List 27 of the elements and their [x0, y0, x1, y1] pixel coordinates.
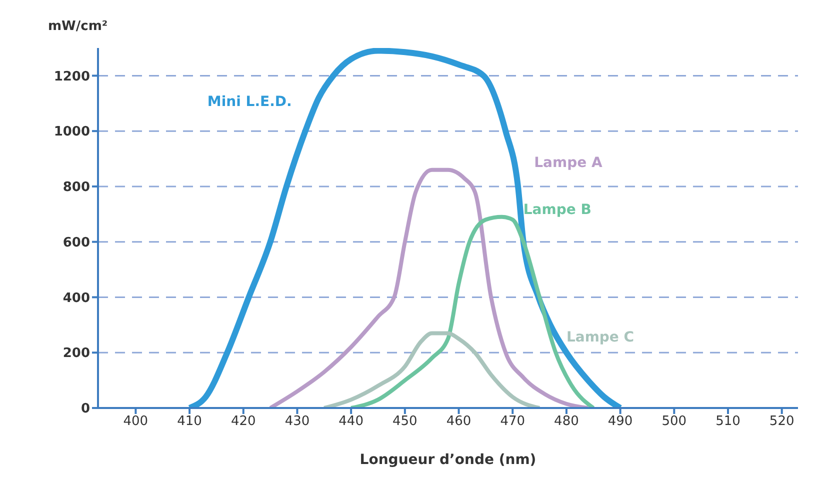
x-tick-label: 470 [500, 414, 526, 430]
text: Lampe C [566, 330, 634, 346]
text: Lampe A [534, 155, 602, 172]
x-tick-label: 420 [230, 414, 256, 430]
y-tick-label: 600 [62, 235, 90, 250]
x-tick-label: 410 [177, 414, 202, 430]
line-series [322, 331, 542, 408]
x-axis-title: Longueur d’onde (nm) [360, 452, 536, 468]
y-tick-label: 1000 [54, 124, 90, 140]
series-label: Lampe B [523, 202, 592, 218]
x-tick-label: 510 [716, 414, 740, 430]
y-tick-label: 400 [62, 290, 90, 306]
y-tick-label: 800 [62, 180, 90, 196]
y-axis-title: mW/cm² [48, 19, 108, 34]
x-tick-label: 500 [662, 414, 687, 430]
x-tick-label: 480 [554, 414, 579, 430]
y-tick-label: 0 [80, 402, 90, 417]
x-tick-label: 520 [769, 414, 794, 430]
x-tick-label: 400 [123, 414, 148, 430]
series-label: Mini L.E.D. [207, 94, 292, 110]
x-tick-label: 430 [284, 414, 310, 430]
y-tick-label: 1200 [54, 69, 90, 84]
x-tick-label: 450 [392, 414, 418, 430]
y-tick-label: 200 [62, 346, 90, 362]
x-tick-label: 440 [338, 414, 364, 430]
x-tick-label: 460 [446, 414, 472, 430]
x-tick-label: 490 [608, 414, 633, 430]
